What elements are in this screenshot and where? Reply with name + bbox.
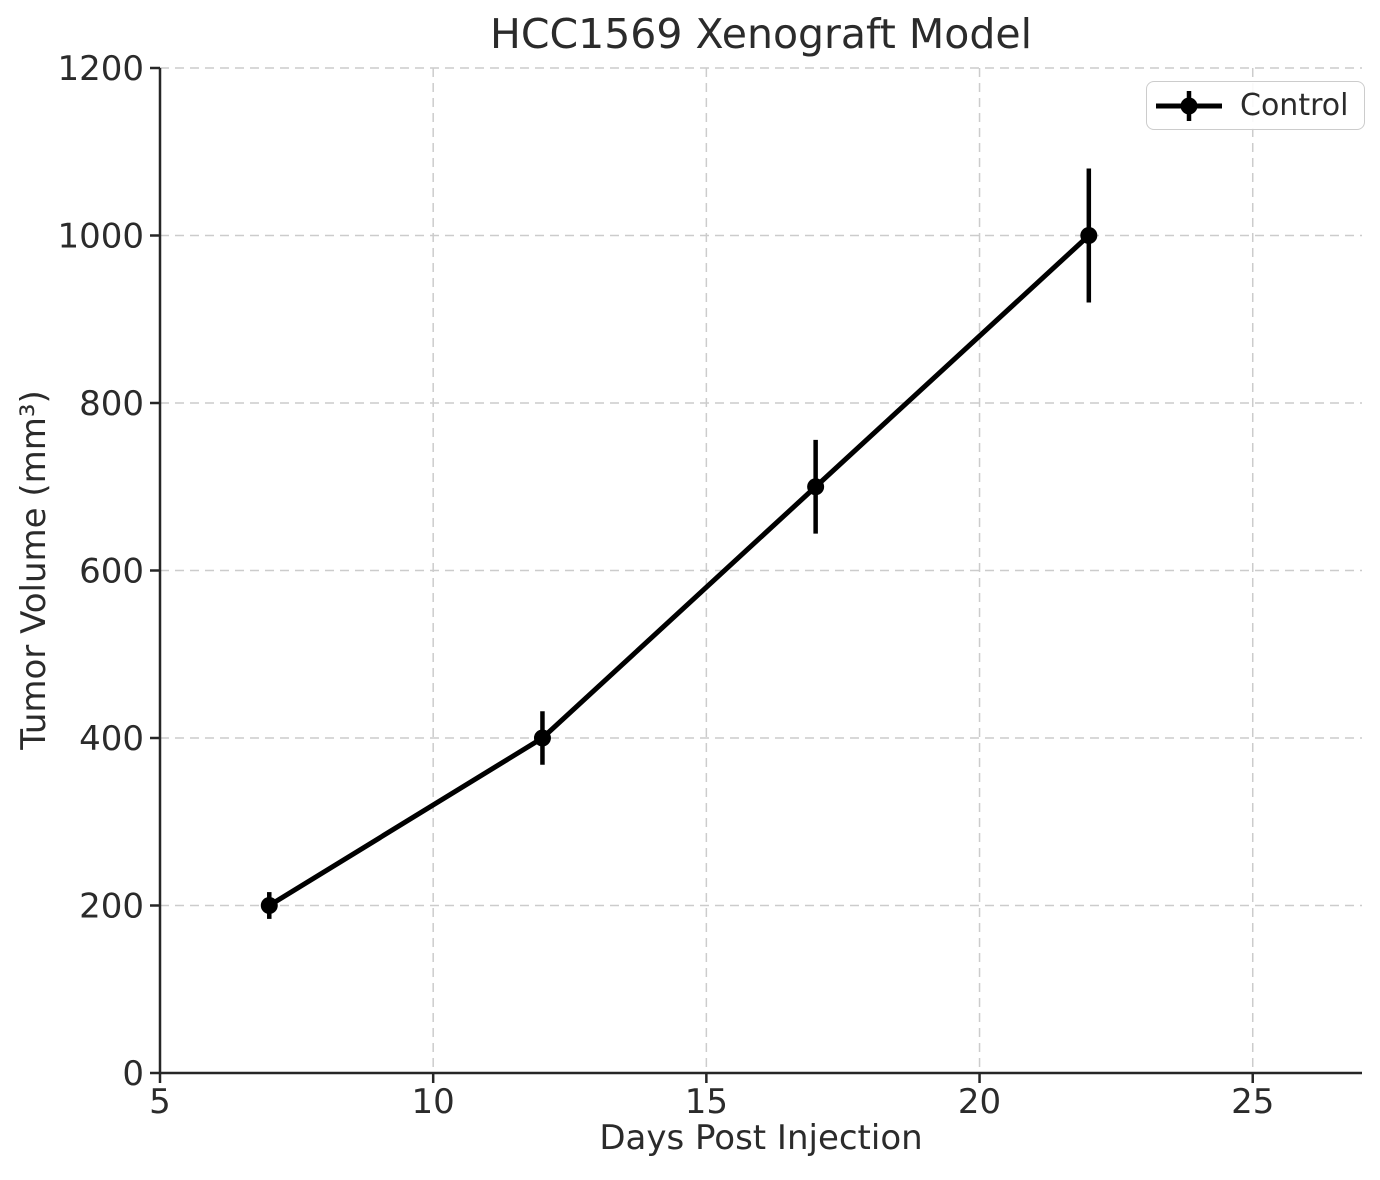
x-tick-label: 15 [685, 1082, 728, 1122]
x-tick-label: 5 [149, 1082, 171, 1122]
series-line-control [266, 233, 1092, 908]
x-tick-label: 10 [412, 1082, 455, 1122]
x-axis-label: Days Post Injection [599, 1118, 923, 1158]
y-axis-label: Tumor Volume (mm³) [14, 390, 54, 750]
y-tick-label: 0 [122, 1054, 144, 1094]
y-tick-labels: 0 200 400 600 800 1000 1200 [57, 49, 144, 1094]
tick-marks [150, 66, 1254, 1083]
chart-title: HCC1569 Xenograft Model [490, 10, 1032, 58]
x-tick-label: 20 [958, 1082, 1001, 1122]
y-tick-label: 400 [79, 719, 144, 759]
y-tick-label: 200 [79, 887, 144, 927]
y-tick-label: 600 [79, 552, 144, 592]
series-markers-control [260, 227, 1098, 914]
error-bars [267, 168, 1092, 919]
legend-errorbar-marker-icon [1156, 90, 1222, 121]
y-tick-label: 1000 [57, 217, 144, 257]
x-tick-labels: 5 10 15 20 25 [149, 1082, 1274, 1122]
legend-label-control: Control [1240, 88, 1349, 123]
y-tick-label: 1200 [57, 49, 144, 89]
gridlines [160, 67, 1362, 1073]
x-tick-label: 25 [1231, 1082, 1274, 1122]
y-tick-label: 800 [79, 384, 144, 424]
legend: Control [1146, 81, 1366, 130]
